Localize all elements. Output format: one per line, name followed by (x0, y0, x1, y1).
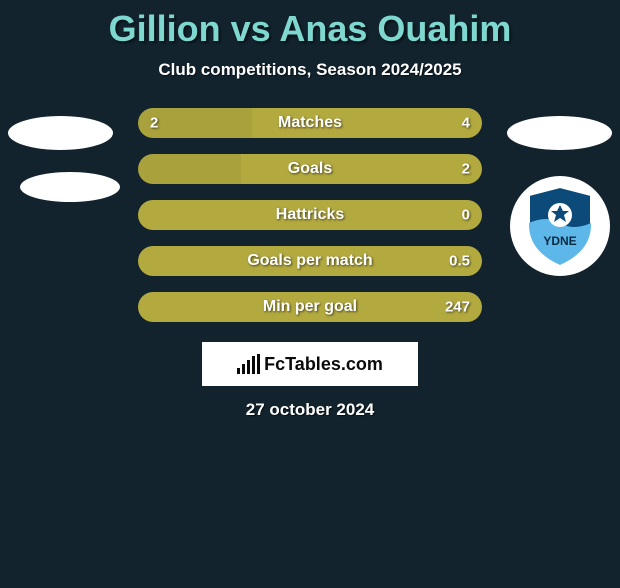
stat-row: Goals 2 (138, 154, 482, 184)
stat-row: Matches 2 4 (138, 108, 482, 138)
stat-bar-right-fill (241, 154, 482, 184)
svg-text:YDNE: YDNE (543, 234, 576, 248)
stat-value-right: 2 (462, 161, 470, 178)
player-right-name: Anas Ouahim (279, 8, 511, 49)
comparison-section: YDNE Matches 2 4 Goals 2 Hattricks 0 Goals per … (0, 108, 620, 322)
brand-text: FcTables.com (264, 354, 383, 375)
player-right-avatar-placeholder (507, 116, 612, 150)
page-title: Gillion vs Anas Ouahim (0, 8, 620, 50)
player-left-club-placeholder (20, 172, 120, 202)
stat-label: Matches (278, 114, 342, 132)
stat-value-right: 0.5 (449, 253, 470, 270)
stat-value-right: 247 (445, 299, 470, 316)
brand-chart-icon (237, 354, 260, 374)
player-left-avatar-placeholder (8, 116, 113, 150)
stat-label: Hattricks (276, 206, 344, 224)
stat-value-right: 4 (462, 115, 470, 132)
stat-bars: Matches 2 4 Goals 2 Hattricks 0 Goals per match… (138, 108, 482, 322)
stat-row: Min per goal 247 (138, 292, 482, 322)
stat-bar-left-fill (138, 154, 241, 184)
brand-logo-box: FcTables.com (202, 342, 418, 386)
club-shield-icon: YDNE (525, 185, 595, 267)
stat-value-right: 0 (462, 207, 470, 224)
player-left-name: Gillion (109, 8, 221, 49)
subtitle: Club competitions, Season 2024/2025 (0, 60, 620, 80)
stat-row: Hattricks 0 (138, 200, 482, 230)
stat-row: Goals per match 0.5 (138, 246, 482, 276)
vs-text: vs (221, 8, 280, 49)
player-right-club-badge: YDNE (510, 176, 610, 276)
snapshot-date: 27 october 2024 (0, 400, 620, 420)
stat-value-left: 2 (150, 115, 158, 132)
stat-label: Goals per match (247, 252, 372, 270)
stat-label: Min per goal (263, 298, 357, 316)
stat-label: Goals (288, 160, 332, 178)
